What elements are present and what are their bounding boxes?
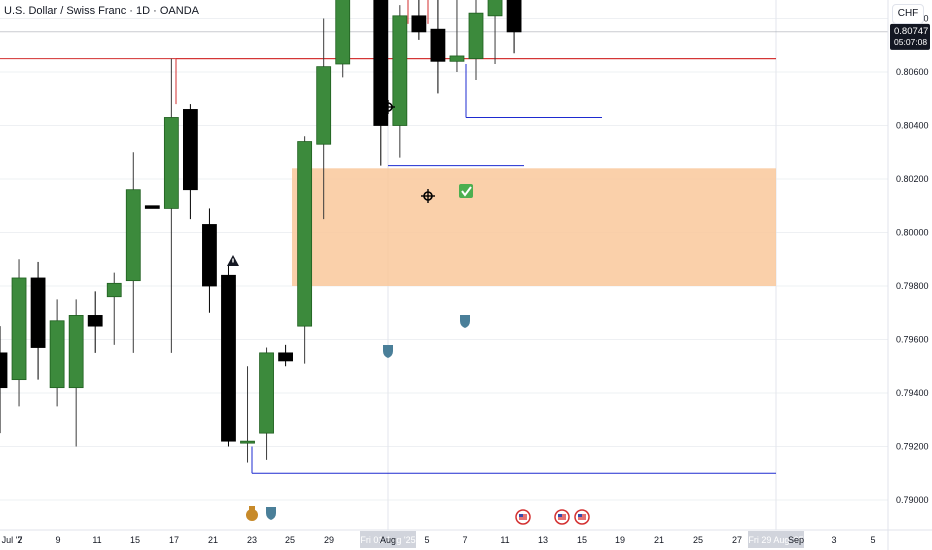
candle-body [68, 315, 84, 389]
us-flag-event-icon-canton [519, 514, 523, 517]
candle-body [106, 282, 122, 298]
crosshair-target-icon [421, 189, 435, 203]
price-axis-tick-label: 0.79800 [896, 281, 929, 291]
candle-body [49, 320, 65, 389]
candle-body [163, 117, 179, 209]
time-axis-tick-label: 9 [55, 535, 60, 545]
candle-body [392, 15, 408, 126]
time-axis-tick-label: 3 [831, 535, 836, 545]
candle-body [144, 205, 160, 209]
candle-body [487, 0, 503, 17]
candle-body [182, 109, 198, 191]
shield-icon [460, 315, 470, 328]
time-axis-tick-label: 15 [130, 535, 140, 545]
time-axis-highlight [360, 531, 416, 548]
time-axis-tick-label: Sep [788, 535, 804, 545]
candle-body [240, 440, 255, 444]
candle-body [259, 352, 274, 434]
candle-body [11, 277, 27, 381]
bar-countdown: 05:07:08 [894, 37, 927, 47]
currency-selector[interactable]: CHF [892, 4, 924, 24]
time-axis-tick-label: 25 [693, 535, 703, 545]
candle-body [316, 66, 332, 145]
time-axis-date-label: Fri 29 Aug '25 [748, 535, 803, 545]
price-axis-tick-label: 0.80600 [896, 67, 929, 77]
candle-body [506, 0, 522, 33]
price-axis-tick-label: 0.80000 [896, 228, 929, 238]
checkmark-icon-stroke [461, 186, 472, 197]
time-axis-tick-label: Aug [380, 535, 396, 545]
time-axis-tick-label: 7 [462, 535, 467, 545]
candle-body [87, 315, 103, 327]
time-axis-tick-label: 5 [424, 535, 429, 545]
time-axis-tick-label: 25 [285, 535, 295, 545]
time-axis-tick-label: 19 [615, 535, 625, 545]
money-bag-icon [246, 509, 258, 521]
candle-body [449, 55, 465, 62]
warning-icon-mark [232, 258, 234, 263]
time-axis-tick-label: 5 [870, 535, 875, 545]
candle-body [411, 15, 427, 33]
candle-body [0, 352, 8, 389]
candle-body [202, 224, 217, 287]
time-axis-tick-label: 27 [732, 535, 742, 545]
time-axis-tick-label: 7 [17, 535, 22, 545]
time-axis-tick-label: 15 [577, 535, 587, 545]
time-axis-date-label: Fri 01 Aug '25 [360, 535, 415, 545]
price-axis-tick-label: 0.79200 [896, 442, 929, 452]
candle-body [373, 0, 389, 126]
money-bag-icon-top [249, 506, 255, 510]
time-axis-tick-label: 23 [247, 535, 257, 545]
current-price-label [890, 23, 930, 50]
chart-title: U.S. Dollar / Swiss Franc · 1D · OANDA [4, 5, 199, 17]
us-flag-event-icon-canton [558, 514, 562, 517]
price-axis-tick-label: 0.79600 [896, 335, 929, 345]
candle-body [221, 274, 236, 442]
shield-icon [383, 345, 393, 358]
time-axis-tick-label: 13 [538, 535, 548, 545]
shield-icon [266, 507, 276, 520]
time-axis-tick-label: 17 [169, 535, 179, 545]
candle-body [297, 141, 313, 327]
demand-zone [292, 168, 776, 286]
crosshair-target-icon [381, 100, 395, 114]
time-axis-tick-label: 29 [324, 535, 334, 545]
candle-body [125, 189, 141, 282]
price-axis-tick-label: 0.80200 [896, 174, 929, 184]
time-axis-tick-label: Jul '2 [2, 535, 23, 545]
current-price-value: 0.80747 [894, 26, 928, 37]
candle-body [278, 352, 294, 362]
time-axis-tick-label: 11 [500, 535, 509, 545]
us-flag-event-icon-canton [578, 514, 582, 517]
price-axis-tick-label: 0.79000 [896, 495, 929, 505]
time-axis-tick-label: 21 [208, 535, 218, 545]
price-axis-tick-label: 0.80400 [896, 121, 929, 131]
candle-body [468, 12, 484, 60]
candle-body [30, 277, 46, 348]
checkmark-icon [459, 184, 473, 198]
price-axis-tick-label: 0.79400 [896, 388, 929, 398]
time-axis-tick-label: 11 [92, 535, 101, 545]
candle-body [430, 28, 446, 62]
candle-body [335, 0, 351, 65]
time-axis-tick-label: 21 [654, 535, 664, 545]
time-axis-highlight [748, 531, 804, 548]
